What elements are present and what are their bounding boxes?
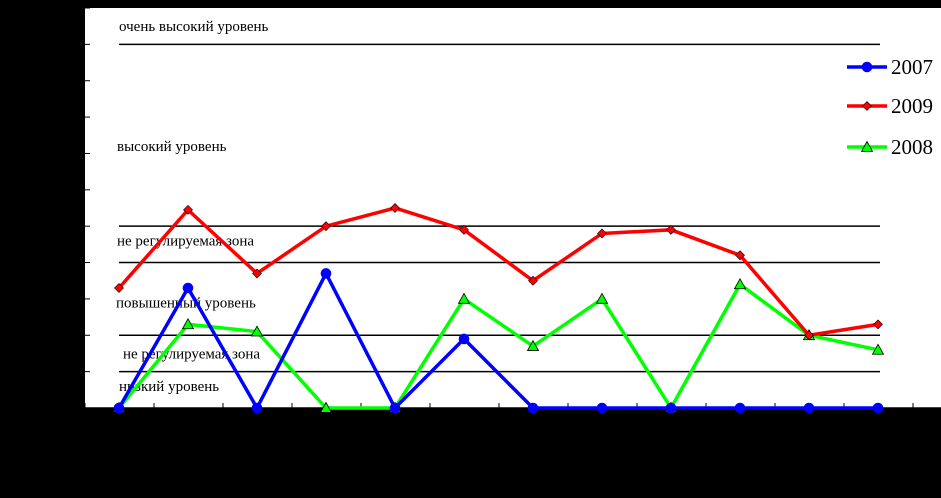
zone-label-0: очень высокий уровень [119,19,269,35]
point-2007-5 [389,402,401,414]
point-2009-11 [804,330,814,341]
point-2008-6 [457,292,471,304]
point-2007-1 [113,402,125,414]
series-line-2007 [117,269,878,412]
point-2007-3 [251,402,263,414]
point-2008-10 [733,278,747,290]
legend: 2007 2009 2008 [847,55,933,159]
point-2008-7 [526,339,540,351]
point-2008-12 [871,343,885,355]
series-line-2009 [117,206,879,338]
point-2009-10 [735,250,745,261]
zone-label-4: не регулируемая зона [123,346,260,362]
point-2007-11 [803,402,815,414]
plot-area [85,8,941,408]
point-2009-6 [459,224,469,235]
point-2008-2 [181,318,195,330]
point-2007-4 [320,268,332,279]
point-2009-8 [597,228,607,239]
legend-label-2009: 2009 [891,94,933,118]
series [112,203,885,414]
point-2009-5 [390,203,400,213]
legend-item-2009: 2009 [847,94,933,118]
point-2009-7 [528,275,538,286]
legend-item-2008: 2008 [847,135,933,159]
point-2009-4 [321,221,331,232]
zone-label-1: высокий уровень [117,139,227,155]
legend-marker-2008 [860,140,874,152]
point-2009-2 [183,204,193,215]
legend-label-2008: 2008 [891,135,933,159]
point-2007-2 [182,282,194,294]
point-2009-9 [666,224,676,235]
series-line-2008 [117,281,879,412]
zone-labels: очень высокий уровень высокий уровень не р… [116,19,269,395]
legend-label-2007: 2007 [891,55,933,79]
point-2007-6 [458,333,470,345]
point-2007-8 [596,402,608,414]
point-2007-12 [872,402,884,414]
point-2009-1 [114,283,124,293]
series-2007 [113,268,884,414]
point-2008-3 [250,325,264,337]
zone-label-2: не регулируемая зона [117,234,254,250]
legend-marker-2007 [861,61,873,73]
series-2009 [114,203,883,341]
point-2008-4 [319,401,333,413]
legend-item-2007: 2007 [847,55,933,79]
point-2007-10 [734,402,746,414]
point-2007-9 [665,402,677,414]
point-2007-7 [527,402,539,414]
legend-marker-2009 [862,101,872,111]
zone-label-5: низкий уровень [119,379,219,395]
point-2008-8 [595,292,609,304]
point-2009-3 [252,268,262,279]
zone-label-3: повышенный уровень [116,296,256,312]
point-2009-12 [873,319,883,330]
